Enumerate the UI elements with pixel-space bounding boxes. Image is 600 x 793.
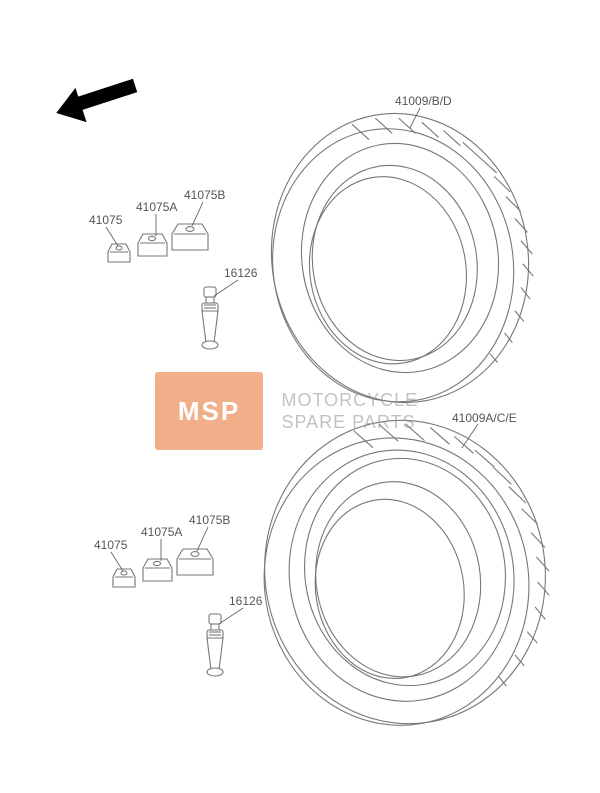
part-label-weight-m: 41075A	[136, 200, 177, 214]
part-label-weight-s: 41075	[94, 538, 127, 552]
part-label-tire-front: 41009/B/D	[395, 94, 452, 108]
part-label-valve: 16126	[224, 266, 257, 280]
part-label-weight-m: 41075A	[141, 525, 182, 539]
part-label-weight-s: 41075	[89, 213, 122, 227]
part-label-valve: 16126	[229, 594, 262, 608]
part-label-weight-l: 41075B	[189, 513, 230, 527]
part-label-tire-rear: 41009A/C/E	[452, 411, 517, 425]
diagram-canvas: { "labels": { "tire_front": "41009/B/D",…	[0, 0, 600, 793]
part-label-weight-l: 41075B	[184, 188, 225, 202]
leaders-icon	[0, 0, 600, 793]
